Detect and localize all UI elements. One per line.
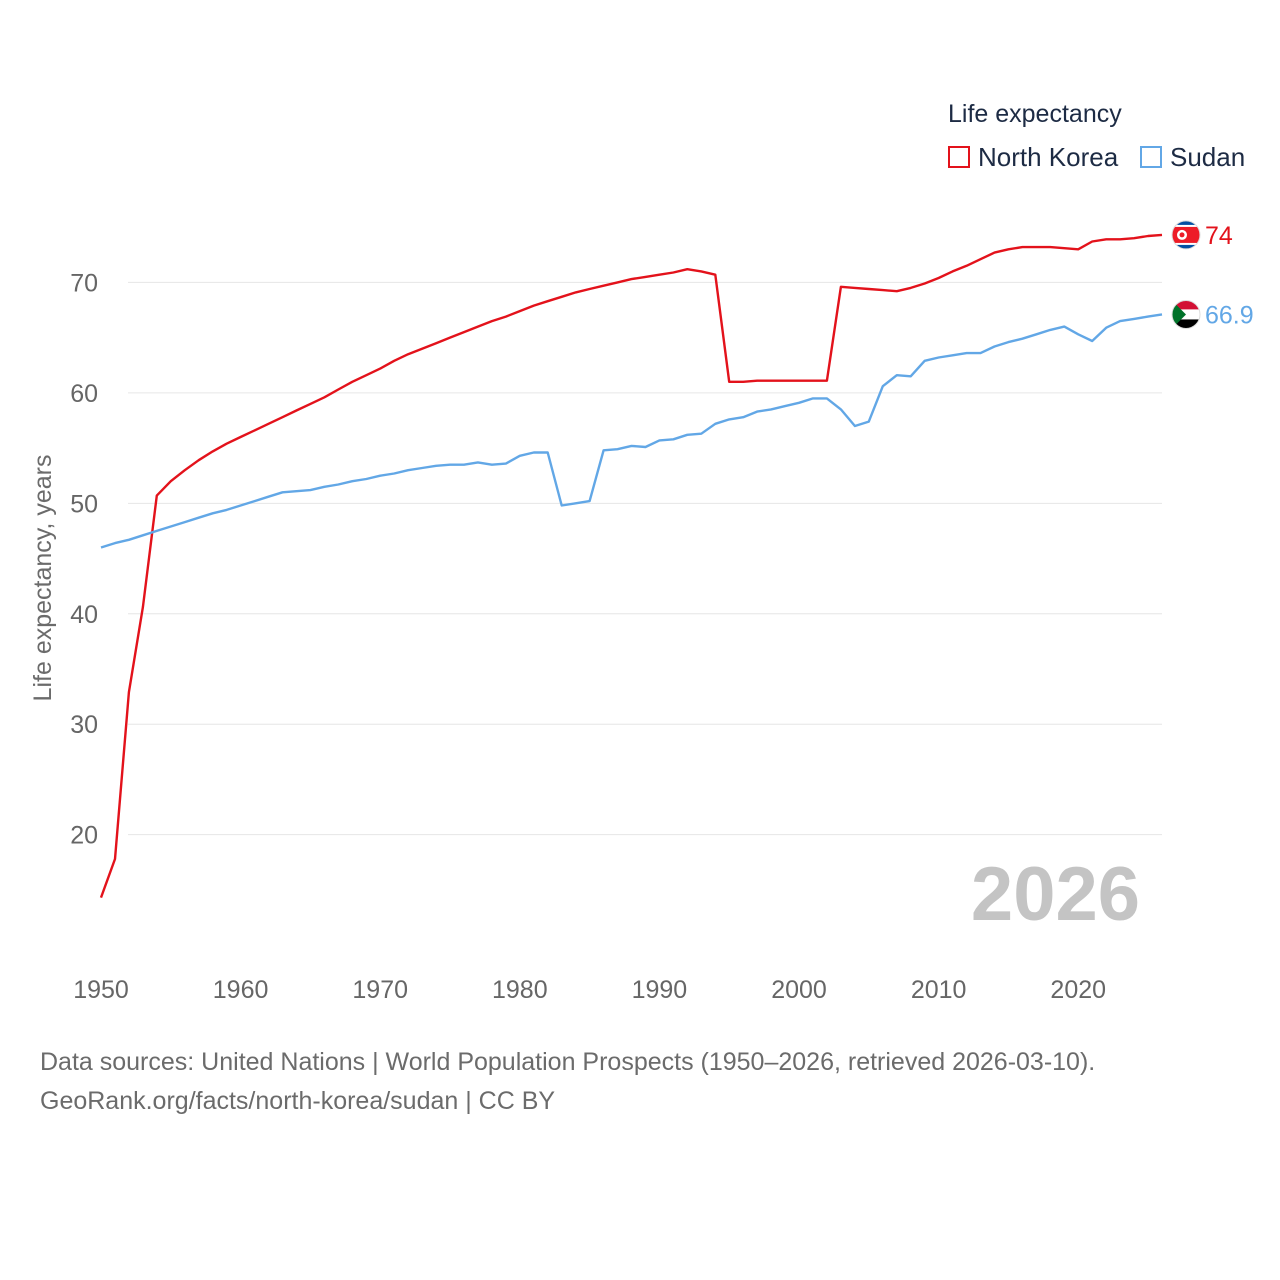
sudan-flag-icon — [1171, 299, 1201, 329]
series-layer — [99, 233, 1163, 899]
flag-body-north-korea — [1172, 220, 1200, 249]
x-tick-label-1960: 1960 — [213, 976, 269, 1004]
legend-label-north-korea: North Korea — [978, 141, 1119, 172]
data-sources: Data sources: United Nations | World Pop… — [40, 1043, 1095, 1121]
sources-line-2[interactable]: GeoRank.org/facts/north-korea/sudan | CC… — [40, 1087, 556, 1115]
x-axis-ticks: 1950 1960 1970 1980 1990 2000 2010 2020 — [73, 976, 1106, 1004]
legend-swatch-sudan — [1140, 146, 1162, 168]
end-value-label-north-korea: 74 — [1205, 222, 1233, 250]
legend-item-north-korea[interactable]: North Korea — [948, 142, 1118, 172]
north-korea-flag-icon — [1171, 220, 1201, 250]
flag-ring-north-korea — [1171, 220, 1201, 250]
series-line-north-korea — [99, 233, 1163, 899]
x-tick-label-1970: 1970 — [352, 976, 408, 1004]
y-tick-label-40: 40 — [70, 601, 98, 629]
grid-lines — [128, 281, 1162, 836]
x-tick-label-1980: 1980 — [492, 976, 548, 1004]
y-axis-label: Life expectancy, years — [29, 455, 57, 702]
flag-star — [1179, 232, 1185, 238]
x-tick-label-2010: 2010 — [911, 976, 967, 1004]
y-tick-label-20: 20 — [70, 822, 98, 850]
flag-green-triangle — [1172, 300, 1186, 329]
flag-body-sudan — [1172, 300, 1200, 329]
legend-label-sudan: Sudan — [1170, 141, 1246, 172]
legend-title: Life expectancy — [948, 100, 1122, 128]
legend-item-sudan[interactable]: Sudan — [1140, 142, 1245, 172]
x-tick-label-2000: 2000 — [771, 976, 827, 1004]
y-tick-label-60: 60 — [70, 380, 98, 408]
flag-ring-sudan — [1171, 299, 1201, 329]
legend-swatch-north-korea — [948, 146, 970, 168]
year-watermark: 2026 — [971, 852, 1140, 937]
x-tick-label-2020: 2020 — [1050, 976, 1106, 1004]
x-tick-label-1990: 1990 — [632, 976, 688, 1004]
y-axis-ticks: 20 30 40 50 60 70 — [70, 269, 98, 849]
x-tick-label-1950: 1950 — [73, 976, 129, 1004]
end-value-label-sudan: 66.9 — [1205, 301, 1254, 329]
y-tick-label-30: 30 — [70, 711, 98, 739]
flag-black-band — [1172, 319, 1200, 329]
sources-line-1: Data sources: United Nations | World Pop… — [40, 1048, 1096, 1076]
flag-red-band — [1172, 300, 1200, 310]
y-tick-label-70: 70 — [70, 269, 98, 297]
end-labels: 74 66.9 — [1171, 220, 1254, 329]
series-line-sudan — [100, 313, 1163, 549]
y-tick-label-50: 50 — [70, 490, 98, 518]
